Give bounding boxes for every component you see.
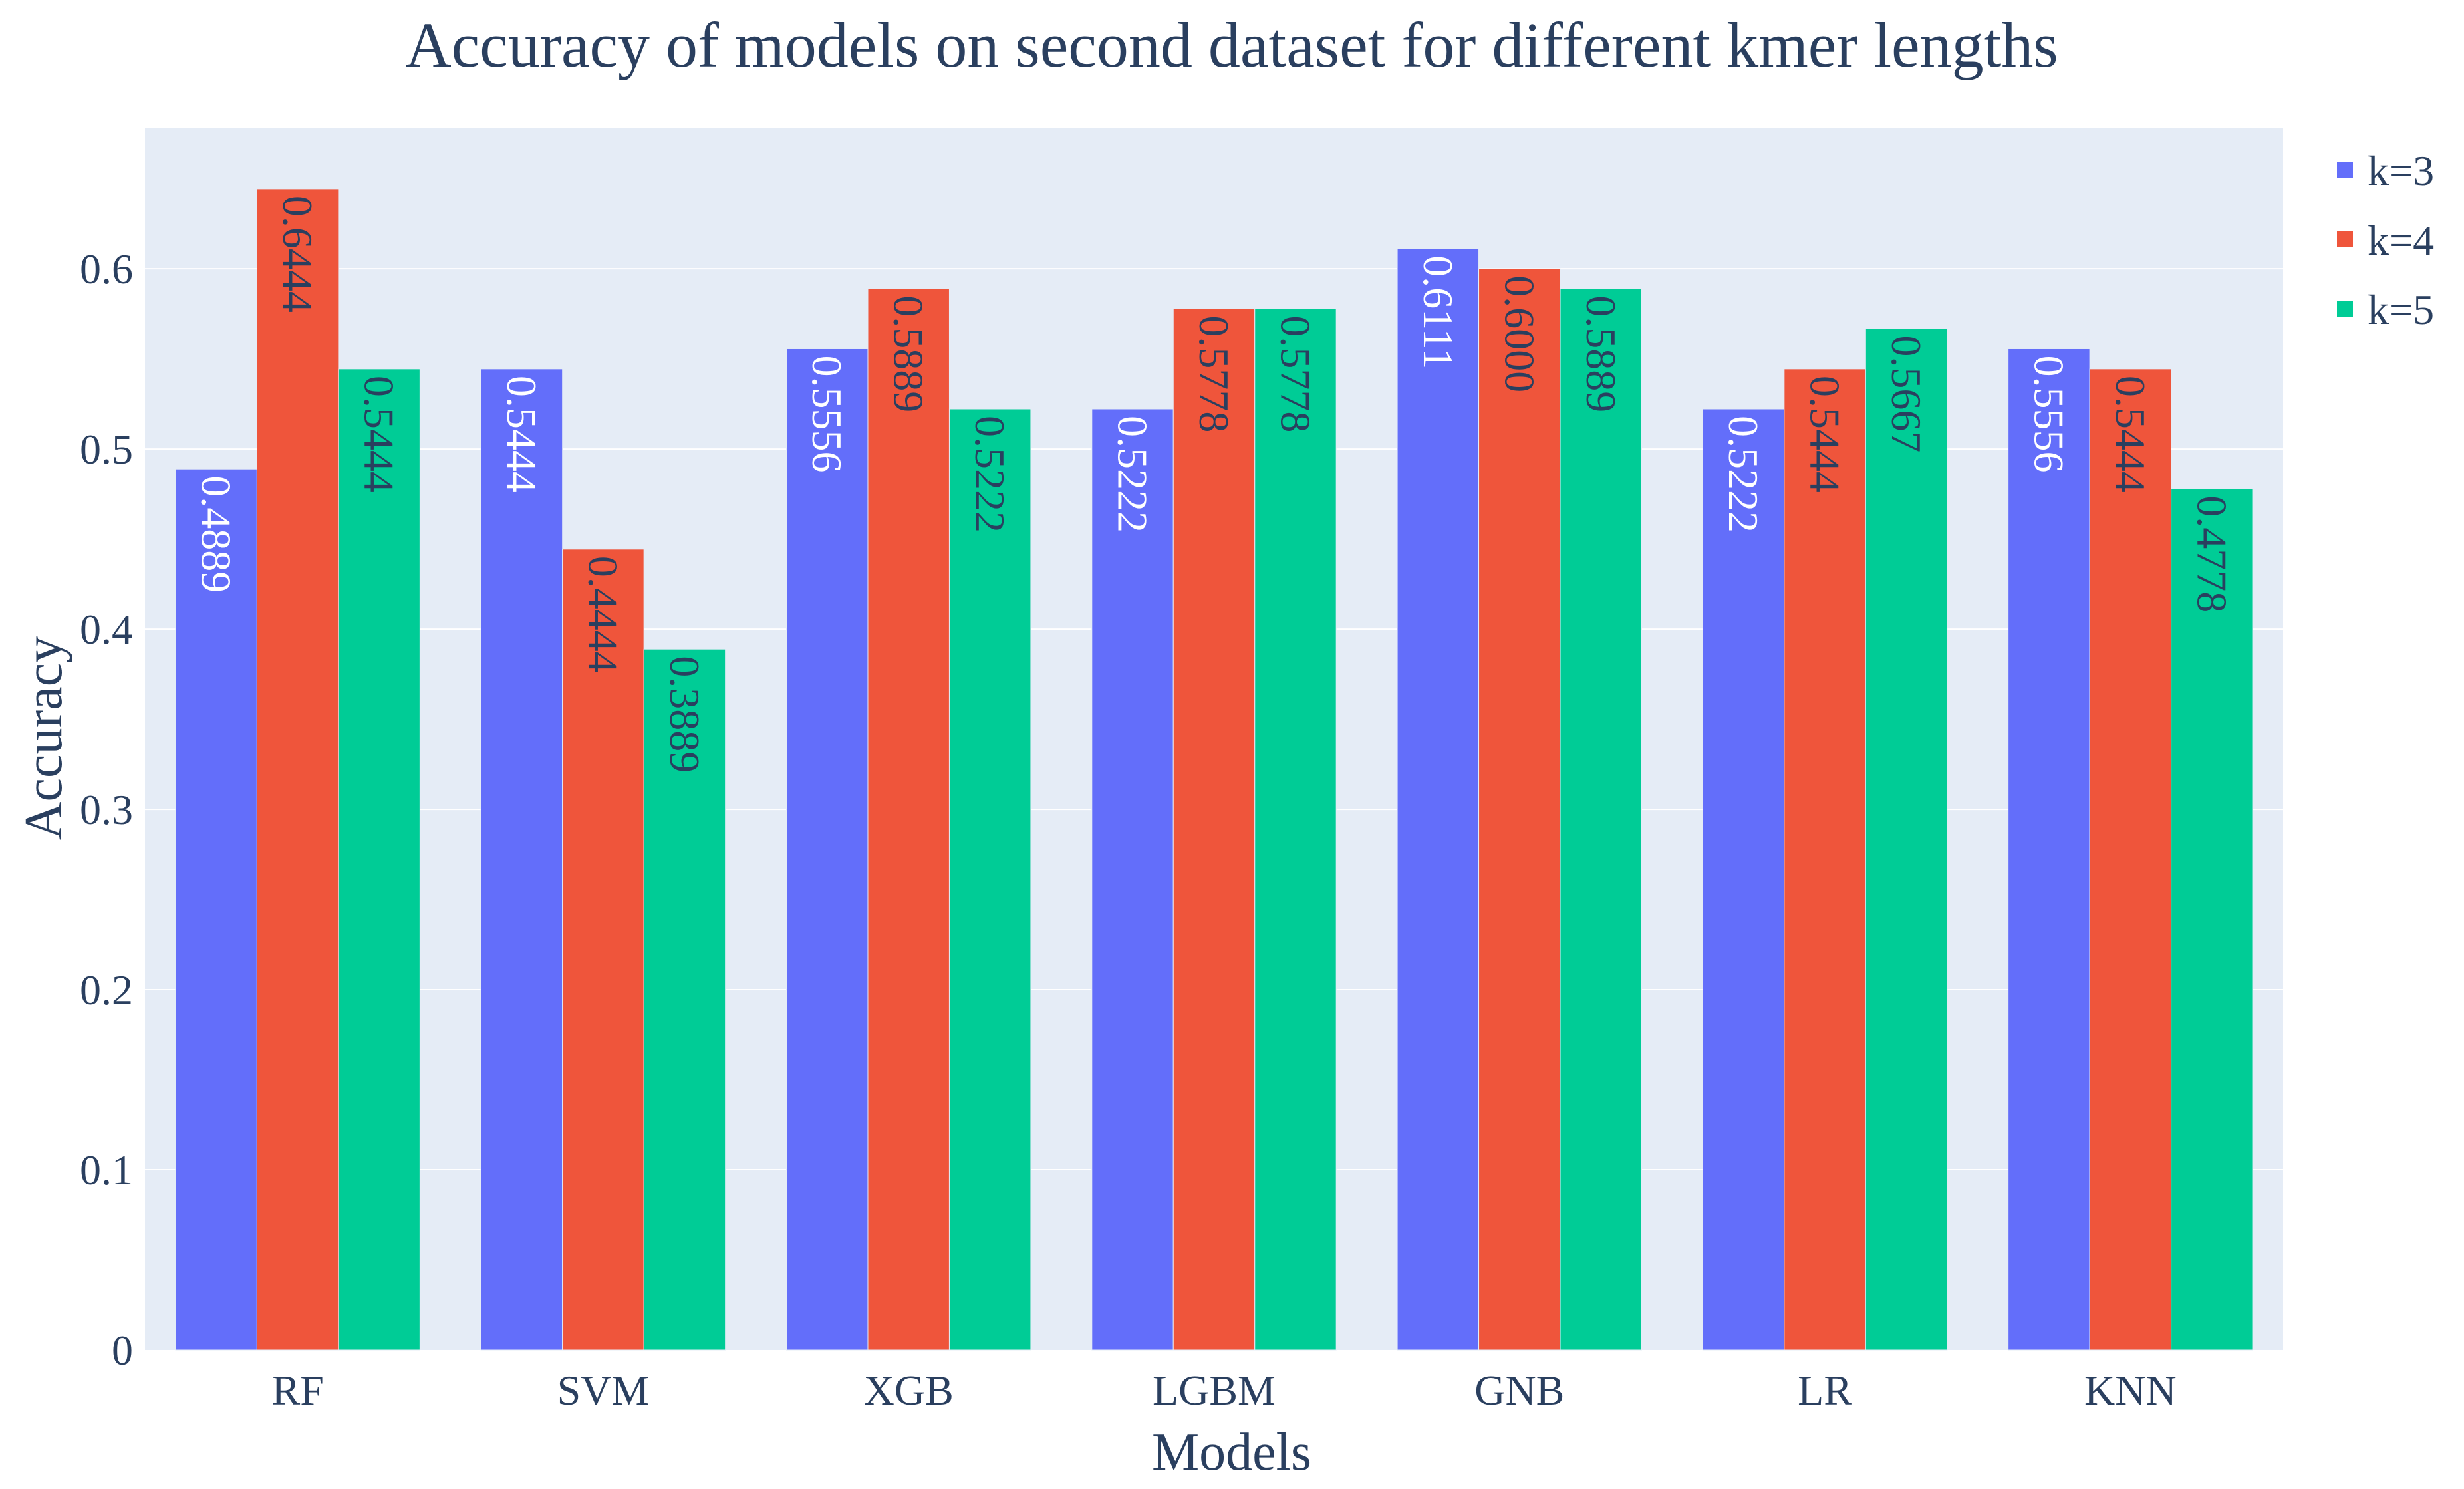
bar-knn-k5[interactable] <box>2171 488 2253 1351</box>
bar-knn-k3[interactable] <box>2008 348 2090 1351</box>
chart-title: Accuracy of models on second dataset for… <box>405 9 2058 80</box>
bar-rf-k5[interactable] <box>338 368 420 1351</box>
bar-lr-k5[interactable] <box>1865 328 1948 1351</box>
bar-xgb-k3[interactable] <box>786 348 869 1351</box>
bar-gnb-k5[interactable] <box>1560 288 1643 1351</box>
bar-lgbm-k3[interactable] <box>1091 408 1174 1351</box>
bar-svm-k4[interactable] <box>562 549 644 1351</box>
legend-swatch-k3[interactable] <box>2337 162 2353 178</box>
x-axis-ticks: RF SVM XGB LGBM GNB LR KNN <box>272 1367 2177 1414</box>
bar-value-label: 0.5444 <box>498 376 545 493</box>
legend-swatch-k4[interactable] <box>2337 231 2353 247</box>
y-tick-label: 0.2 <box>80 966 133 1014</box>
bar-value-label: 0.5889 <box>1577 295 1625 412</box>
bar-value-label: 0.6111 <box>1415 255 1462 369</box>
bar-value-label: 0.5889 <box>885 295 932 412</box>
bar-value-label: 0.5667 <box>1883 335 1930 452</box>
legend-label-k3[interactable]: k=3 <box>2368 147 2434 194</box>
x-tick-label: RF <box>272 1367 324 1414</box>
bar-xgb-k4[interactable] <box>867 288 950 1351</box>
bar-value-label: 0.5444 <box>2107 376 2154 493</box>
bar-value-label: 0.4889 <box>193 475 240 593</box>
legend-swatch-k5[interactable] <box>2337 301 2353 317</box>
bar-xgb-k5[interactable] <box>948 408 1031 1351</box>
y-axis-ticks: 0 0.1 0.2 0.3 0.4 0.5 0.6 <box>80 245 133 1374</box>
bar-value-label: 0.5556 <box>803 355 851 472</box>
bar-lgbm-k5[interactable] <box>1254 308 1337 1351</box>
x-tick-label: KNN <box>2084 1367 2177 1414</box>
x-tick-label: LR <box>1798 1367 1852 1414</box>
x-tick-label: GNB <box>1474 1367 1564 1414</box>
bar-value-label: 0.5444 <box>1802 376 1849 493</box>
bar-knn-k4[interactable] <box>2089 368 2172 1351</box>
y-tick-label: 0.1 <box>80 1147 133 1194</box>
y-tick-label: 0.3 <box>80 786 133 833</box>
bar-value-label: 0.3889 <box>661 656 708 773</box>
legend-label-k5[interactable]: k=5 <box>2368 286 2434 333</box>
legend-label-k4[interactable]: k=4 <box>2368 217 2434 264</box>
bar-rf-k4[interactable] <box>256 188 339 1351</box>
bar-value-label: 0.4778 <box>2188 495 2235 612</box>
bar-value-label: 0.5556 <box>2025 355 2072 472</box>
y-tick-label: 0 <box>112 1327 133 1374</box>
bar-value-label: 0.6000 <box>1496 275 1543 392</box>
bar-value-label: 0.5444 <box>356 376 403 493</box>
legend: k=3 k=4 k=5 <box>2337 147 2434 333</box>
bar-value-label: 0.5222 <box>1720 416 1767 533</box>
bar-labels: 0.4889 0.6444 0.5444 0.5444 0.4444 0.3889 0.55… <box>193 196 2236 773</box>
bar-value-label: 0.5222 <box>966 416 1014 533</box>
bar-gnb-k3[interactable] <box>1397 248 1480 1351</box>
y-axis-title: Accuracy <box>15 636 73 840</box>
bar-value-label: 0.5222 <box>1109 416 1157 533</box>
x-axis-title: Models <box>1152 1423 1311 1482</box>
x-tick-label: SVM <box>557 1367 650 1414</box>
bar-rf-k3[interactable] <box>175 468 257 1351</box>
y-tick-label: 0.5 <box>80 426 133 473</box>
bar-gnb-k4[interactable] <box>1478 268 1561 1351</box>
x-tick-label: LGBM <box>1153 1367 1276 1414</box>
y-tick-label: 0.4 <box>80 606 133 653</box>
bar-lr-k4[interactable] <box>1784 368 1866 1351</box>
bar-value-label: 0.5778 <box>1190 315 1238 432</box>
bar-value-label: 0.6444 <box>274 196 321 313</box>
bars <box>175 188 2253 1351</box>
bar-svm-k5[interactable] <box>643 648 726 1351</box>
bar-lgbm-k4[interactable] <box>1172 308 1256 1351</box>
bar-value-label: 0.4444 <box>579 556 626 673</box>
y-tick-label: 0.6 <box>80 245 133 293</box>
bar-svm-k3[interactable] <box>480 368 563 1351</box>
x-tick-label: XGB <box>864 1367 954 1414</box>
bar-value-label: 0.5778 <box>1272 315 1319 432</box>
bar-lr-k3[interactable] <box>1702 408 1785 1351</box>
